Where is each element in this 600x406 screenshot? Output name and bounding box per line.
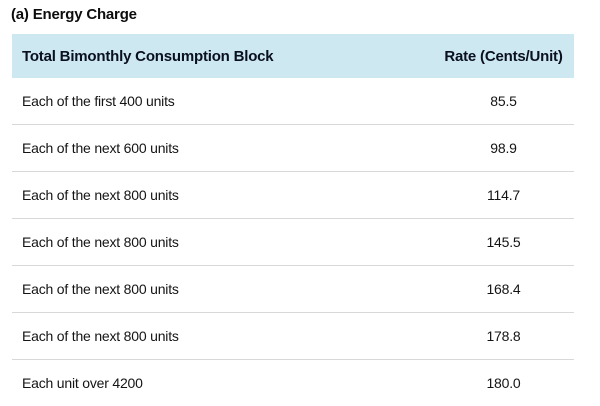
column-header-consumption-block: Total Bimonthly Consumption Block — [12, 34, 433, 78]
consumption-block-cell: Each of the first 400 units — [22, 93, 175, 109]
energy-charge-table: Total Bimonthly Consumption Block Rate (… — [12, 34, 574, 406]
table-body: Each of the first 400 units 85.5 Each of… — [12, 78, 574, 406]
rate-cell: 85.5 — [490, 93, 517, 109]
header-row: Total Bimonthly Consumption Block Rate (… — [12, 34, 574, 78]
rate-cell: 178.8 — [433, 312, 574, 360]
section-title: (a) Energy Charge — [11, 6, 137, 23]
consumption-block-cell: Each of the next 600 units — [12, 124, 433, 172]
rate-cell: 145.5 — [433, 218, 574, 266]
table-row: Each of the next 800 units 114.7 — [12, 171, 574, 219]
table-row: Each of the next 800 units 145.5 — [12, 218, 574, 266]
column-header-rate: Rate (Cents/Unit) — [433, 34, 574, 78]
table-row: Each of the next 800 units 178.8 — [12, 312, 574, 360]
consumption-block-cell: Each unit over 4200 — [12, 359, 433, 406]
consumption-block-cell: Each of the next 800 units — [12, 218, 433, 266]
table-row: Each of the next 800 units 168.4 — [12, 265, 574, 313]
table-row: Each of the next 600 units 98.9 — [12, 124, 574, 172]
rate-cell: 114.7 — [433, 171, 574, 219]
consumption-block-cell: Each of the next 800 units — [12, 265, 433, 313]
table-row: Each unit over 4200 180.0 — [12, 359, 574, 406]
table-row: Each of the first 400 units 85.5 — [12, 78, 574, 125]
rate-cell: 168.4 — [433, 265, 574, 313]
rate-cell: 180.0 — [433, 359, 574, 406]
consumption-block-cell: Each of the next 800 units — [12, 171, 433, 219]
table-header: Total Bimonthly Consumption Block Rate (… — [12, 34, 574, 78]
consumption-block-cell: Each of the next 800 units — [12, 312, 433, 360]
rate-cell: 98.9 — [433, 124, 574, 172]
